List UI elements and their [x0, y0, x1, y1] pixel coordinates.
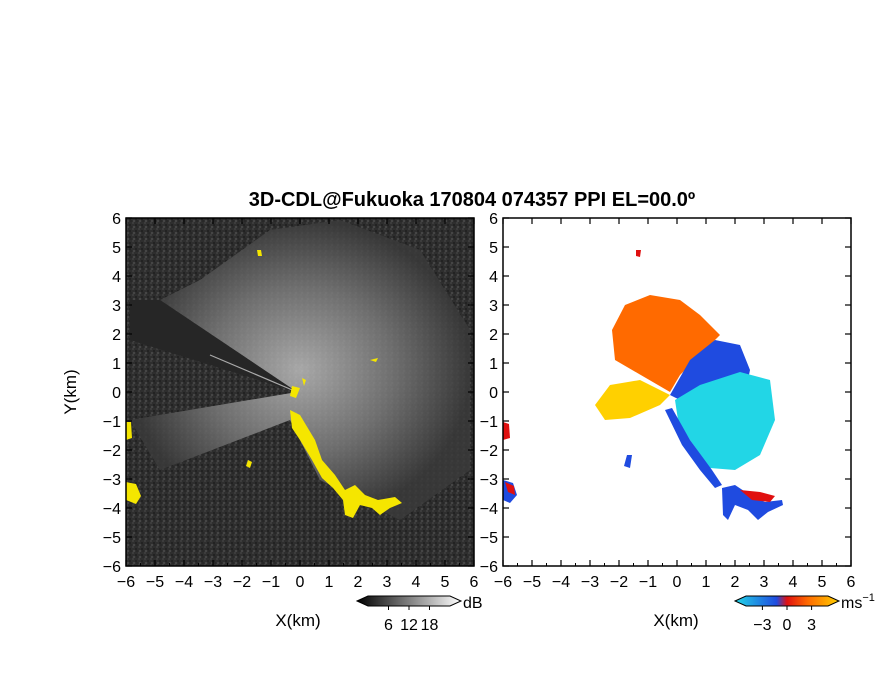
right-colorbar-tick-label: −3 — [753, 617, 771, 634]
right-x-tick-label: 0 — [673, 574, 682, 591]
right-y-tick-label: −6 — [480, 559, 498, 576]
y-axis-label: Y(km) — [61, 369, 80, 414]
left-x-tick-label: −3 — [204, 574, 222, 591]
right-axis-ticks: −6 −5 −4 −3 −2 −1 0 1 2 3 4 5 6 6 5 4 3 2 1 0 −1 −2 −3 −4 −5 −6 — [480, 211, 856, 591]
right-x-tick-label: 1 — [702, 574, 711, 591]
right-y-tick-label: −2 — [480, 443, 498, 460]
left-x-tick-label: 6 — [470, 574, 479, 591]
left-colorbar-unit: dB — [463, 595, 483, 612]
left-y-tick-label: −3 — [103, 472, 121, 489]
backscatter-fan — [130, 220, 470, 520]
left-panel: −6 −5 −4 −3 −2 −1 0 1 2 3 4 5 6 6 5 4 3 2 1 0 −1 −2 −3 −4 −5 −6 Y… — [61, 211, 479, 630]
left-y-tick-label: 5 — [112, 240, 121, 257]
right-colorbar-unit: ms−1 — [841, 592, 875, 612]
left-yellow-echoes — [126, 250, 402, 518]
left-x-tick-label: 2 — [354, 574, 363, 591]
right-y-tick-label: 5 — [489, 240, 498, 257]
right-y-tick-label: −4 — [480, 501, 498, 518]
right-y-tick-label: 6 — [489, 211, 498, 228]
left-colorbar-tick-label: 12 — [400, 617, 418, 634]
right-y-tick-label: 3 — [489, 298, 498, 315]
right-colorbar-tick-label: 0 — [783, 617, 792, 634]
right-y-tick-label: 4 — [489, 269, 498, 286]
left-colorbar-bar — [355, 595, 463, 607]
right-velocity-layer — [503, 250, 783, 520]
right-colorbar-bar — [733, 595, 841, 607]
dark-negative-edge — [665, 408, 722, 488]
left-y-tick-label: 4 — [112, 269, 121, 286]
right-red-blue-echoes — [503, 250, 783, 520]
right-x-tick-label: −3 — [581, 574, 599, 591]
chart-title: 3D-CDL@Fukuoka 170804 074357 PPI EL=00.0… — [249, 189, 695, 211]
right-y-tick-label: −1 — [480, 414, 498, 431]
right-x-tick-label: −5 — [523, 574, 541, 591]
left-y-tick-label: −2 — [103, 443, 121, 460]
left-colorbar-tick-label: 18 — [421, 617, 439, 634]
right-y-tick-label: 2 — [489, 327, 498, 344]
right-x-axis-label: X(km) — [653, 611, 698, 630]
left-x-tick-label: −1 — [262, 574, 280, 591]
right-x-tick-label: 3 — [760, 574, 769, 591]
right-colorbar-tick-label: 3 — [807, 617, 816, 634]
light-positive-region — [595, 380, 670, 420]
left-y-tick-label: −5 — [103, 530, 121, 547]
left-x-tick-label: −5 — [146, 574, 164, 591]
left-x-tick-label: −6 — [117, 574, 135, 591]
left-colorbar-ticks: 6 12 18 — [384, 606, 439, 634]
left-x-tick-label: 4 — [412, 574, 421, 591]
left-y-tick-label: 0 — [112, 385, 121, 402]
left-x-tick-label: 5 — [441, 574, 450, 591]
right-x-tick-label: 5 — [818, 574, 827, 591]
light-negative-region — [675, 372, 775, 470]
left-x-tick-label: 1 — [325, 574, 334, 591]
right-x-tick-label: 6 — [847, 574, 856, 591]
left-y-tick-label: −6 — [103, 559, 121, 576]
left-axis-ticks: −6 −5 −4 −3 −2 −1 0 1 2 3 4 5 6 6 5 4 3 2 1 0 −1 −2 −3 −4 −5 −6 — [103, 211, 479, 591]
right-x-tick-label: 2 — [731, 574, 740, 591]
right-x-tick-label: −2 — [610, 574, 628, 591]
left-colorbar: dB 6 12 18 — [355, 595, 483, 634]
beam-shadow — [130, 300, 297, 392]
right-colorbar-ticks: −3 0 3 — [753, 606, 816, 634]
right-panel: −6 −5 −4 −3 −2 −1 0 1 2 3 4 5 6 6 5 4 3 2 1 0 −1 −2 −3 −4 −5 −6 X… — [480, 211, 856, 630]
left-x-tick-label: −4 — [175, 574, 193, 591]
left-y-tick-label: 3 — [112, 298, 121, 315]
left-x-tick-label: 0 — [296, 574, 305, 591]
right-y-tick-label: 0 — [489, 385, 498, 402]
positive-velocity-region — [612, 295, 720, 392]
right-x-tick-label: −4 — [552, 574, 570, 591]
left-y-tick-label: −4 — [103, 501, 121, 518]
right-x-tick-label: −6 — [494, 574, 512, 591]
left-y-tick-label: 1 — [112, 356, 121, 373]
left-y-tick-label: −1 — [103, 414, 121, 431]
right-x-tick-label: 4 — [789, 574, 798, 591]
left-echo-layer — [126, 220, 470, 520]
right-colorbar: ms−1 −3 0 3 — [733, 592, 875, 634]
left-x-tick-label: −2 — [233, 574, 251, 591]
left-y-tick-label: 2 — [112, 327, 121, 344]
right-y-tick-label: −3 — [480, 472, 498, 489]
right-x-tick-label: −1 — [639, 574, 657, 591]
right-y-tick-label: 1 — [489, 356, 498, 373]
left-x-tick-label: 3 — [383, 574, 392, 591]
left-x-axis-label: X(km) — [275, 611, 320, 630]
right-y-tick-label: −5 — [480, 530, 498, 547]
left-y-tick-label: 6 — [112, 211, 121, 228]
beam-line — [209, 354, 298, 393]
left-colorbar-tick-label: 6 — [384, 617, 393, 634]
